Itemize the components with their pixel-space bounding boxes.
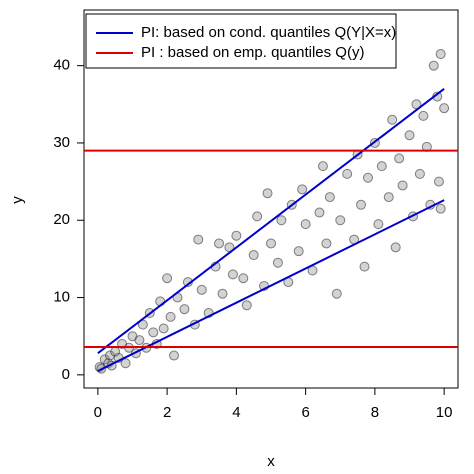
point <box>134 335 145 346</box>
point <box>248 250 259 261</box>
point <box>227 269 238 280</box>
point <box>362 172 373 183</box>
point <box>342 168 353 179</box>
point <box>397 180 408 191</box>
point <box>439 103 450 114</box>
point <box>335 215 346 226</box>
point <box>217 288 228 299</box>
x-tick-label: 0 <box>94 404 102 421</box>
point <box>137 319 148 330</box>
point <box>373 219 384 230</box>
point <box>383 192 394 203</box>
point <box>120 358 131 369</box>
point <box>214 238 225 249</box>
interval-line <box>97 88 445 355</box>
point <box>252 211 263 222</box>
point <box>435 49 446 60</box>
y-axis-label: y <box>9 196 26 204</box>
legend-box <box>85 13 397 69</box>
x-tick-label: 4 <box>232 404 240 421</box>
point <box>314 207 325 218</box>
point <box>193 234 204 245</box>
point <box>387 114 398 125</box>
point <box>428 60 439 71</box>
y-tick-label: 10 <box>53 289 70 306</box>
point <box>169 350 180 361</box>
point <box>324 192 335 203</box>
point <box>433 176 444 187</box>
point <box>297 184 308 195</box>
y-tick-label: 20 <box>53 211 70 228</box>
point <box>356 199 367 210</box>
x-tick-label: 6 <box>301 404 309 421</box>
point <box>238 273 249 284</box>
point <box>293 246 304 257</box>
point <box>196 284 207 295</box>
point <box>390 242 401 253</box>
point <box>300 219 311 230</box>
x-tick-label: 2 <box>163 404 171 421</box>
legend-label: PI: based on cond. quantiles Q(Y|X=x) <box>141 24 396 41</box>
point <box>418 110 429 121</box>
interval-line <box>97 199 445 372</box>
y-tick-label: 40 <box>53 57 70 74</box>
point <box>317 161 328 172</box>
point <box>321 238 332 249</box>
point <box>99 354 110 365</box>
point <box>158 323 169 334</box>
point <box>241 300 252 311</box>
point <box>404 130 415 141</box>
point <box>165 311 176 322</box>
point <box>376 161 387 172</box>
x-axis-label: x <box>267 453 275 470</box>
x-tick-label: 8 <box>371 404 379 421</box>
point <box>331 288 342 299</box>
y-tick-label: 30 <box>53 134 70 151</box>
point <box>435 203 446 214</box>
point <box>394 153 405 164</box>
point <box>162 273 173 284</box>
point <box>148 327 159 338</box>
point <box>266 238 276 249</box>
point <box>179 304 190 315</box>
legend-label: PI : based on emp. quantiles Q(y) <box>141 44 364 61</box>
y-tick-label: 0 <box>62 366 70 383</box>
point <box>414 168 425 179</box>
point <box>359 261 370 272</box>
point <box>262 188 273 199</box>
x-tick-label: 10 <box>436 404 453 421</box>
point <box>276 215 287 226</box>
point <box>272 257 283 268</box>
point <box>231 230 242 241</box>
